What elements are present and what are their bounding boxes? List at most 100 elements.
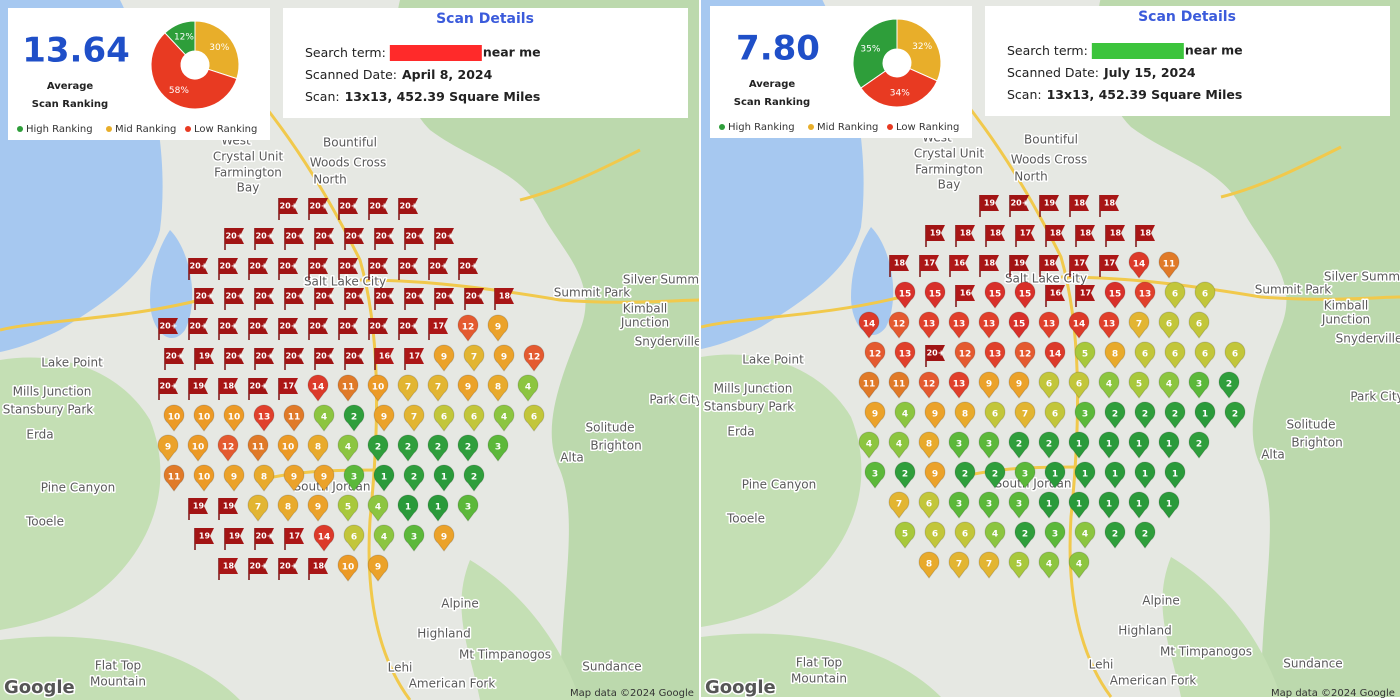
rank-marker: 20+ [338,198,358,220]
rank-label: 8 [1112,350,1118,360]
rank-label: 18 [1104,199,1116,208]
rank-label: 2 [1226,380,1232,390]
rank-label: 20+ [250,562,268,571]
pin [864,461,886,489]
rank-label: 15 [1013,320,1026,330]
flag [195,528,214,544]
rank-marker: 20+ [284,288,304,310]
rank-marker: 4 [1068,551,1090,579]
rank-marker: 19 [224,528,244,550]
rank-marker: 20+ [374,288,394,310]
rank-label: 20+ [160,322,178,331]
detail-value: July 15, 2024 [1103,65,1196,80]
rank-marker: 8 [277,494,299,522]
flag [225,348,244,364]
pin [918,491,940,519]
rank-marker: 20+ [308,198,328,220]
rank-label: 11 [252,443,265,453]
rank-label: 20+ [190,262,208,271]
rank-label: 3 [1082,410,1088,420]
rank-label: 1 [435,503,441,513]
flag [435,228,454,244]
pin [924,281,946,309]
pie-label: 32% [912,42,932,52]
rank-label: 20+ [166,352,184,361]
rank-label: 2 [1232,410,1238,420]
rank-marker: 18 [1039,255,1059,277]
rank-marker: 4 [858,431,880,459]
pin [1008,431,1030,459]
rank-marker: 17 [278,378,298,400]
rank-label: 1 [1082,470,1088,480]
rank-marker: 12 [523,344,545,372]
rank-marker: 1 [1158,431,1180,459]
detail-label: Scan: [1007,87,1042,102]
rank-marker: 5 [1074,341,1096,369]
pin [1008,551,1030,579]
rank-marker: 20+ [925,345,945,367]
rank-label: 6 [1166,320,1172,330]
rank-marker: 1 [1068,431,1090,459]
rank-marker: 20+ [224,348,244,370]
detail-label: Scanned Date: [1007,65,1099,80]
pie-label: 34% [890,88,910,98]
rank-marker: 14 [858,311,880,339]
pin [1014,461,1036,489]
rank-marker: 10 [367,374,389,402]
place-label: Mt Timpanogos [1160,645,1252,659]
pin [397,374,419,402]
rank-label: 20+ [196,292,214,301]
rank-marker: 17 [1069,255,1089,277]
details-title: Scan Details [1138,9,1236,25]
place-label: Pine Canyon [742,478,817,492]
details-card: Scan Details Search term: near me Scanned D… [283,8,688,118]
rank-label: 2 [375,443,381,453]
rank-label: 18 [499,292,511,301]
place-label: Kimball [623,302,668,316]
rank-marker: 9 [283,464,305,492]
place-label: Mountain [90,675,146,689]
rank-label: 15 [1109,290,1122,300]
rank-marker: 8 [918,431,940,459]
rank-marker: 20+ [254,348,274,370]
flag [375,288,394,304]
rank-label: 8 [315,443,321,453]
rank-label: 20+ [226,232,244,241]
legend-label: High Ranking [728,122,795,133]
rank-label: 14 [318,533,331,543]
rank-label: 2 [405,443,411,453]
pin [1104,521,1126,549]
pin [433,464,455,492]
flag [309,558,328,574]
rank-marker: 3 [1014,461,1036,489]
flag [195,288,214,304]
flag [225,528,244,544]
flag [1010,255,1029,271]
detail-value: April 8, 2024 [402,67,493,82]
rank-label: 1 [381,473,387,483]
rank-marker: 20+ [1009,195,1029,217]
search-suffix: near me [483,45,541,60]
rank-label: 4 [866,440,872,450]
legend-dot [106,126,112,132]
rank-marker: 4 [337,434,359,462]
rank-marker: 20+ [404,288,424,310]
rank-marker: 4 [517,374,539,402]
pin [307,494,329,522]
flag [1070,195,1089,211]
rank-label: 1 [1106,500,1112,510]
rank-marker: 20+ [464,288,484,310]
rank-marker: 16 [949,255,969,277]
score-card: 13.64 Average Scan Ranking 12% 30% 58% High Ra… [8,8,270,140]
pin [1104,341,1126,369]
pin [948,491,970,519]
rank-marker: 8 [253,464,275,492]
rank-marker: 2 [1014,521,1036,549]
pie-slice [194,20,240,80]
flag [279,558,298,574]
rank-label: 19 [984,199,996,208]
pin [1128,311,1150,339]
pin [918,371,940,399]
rank-marker: 6 [433,404,455,432]
rank-label: 20+ [430,262,448,271]
